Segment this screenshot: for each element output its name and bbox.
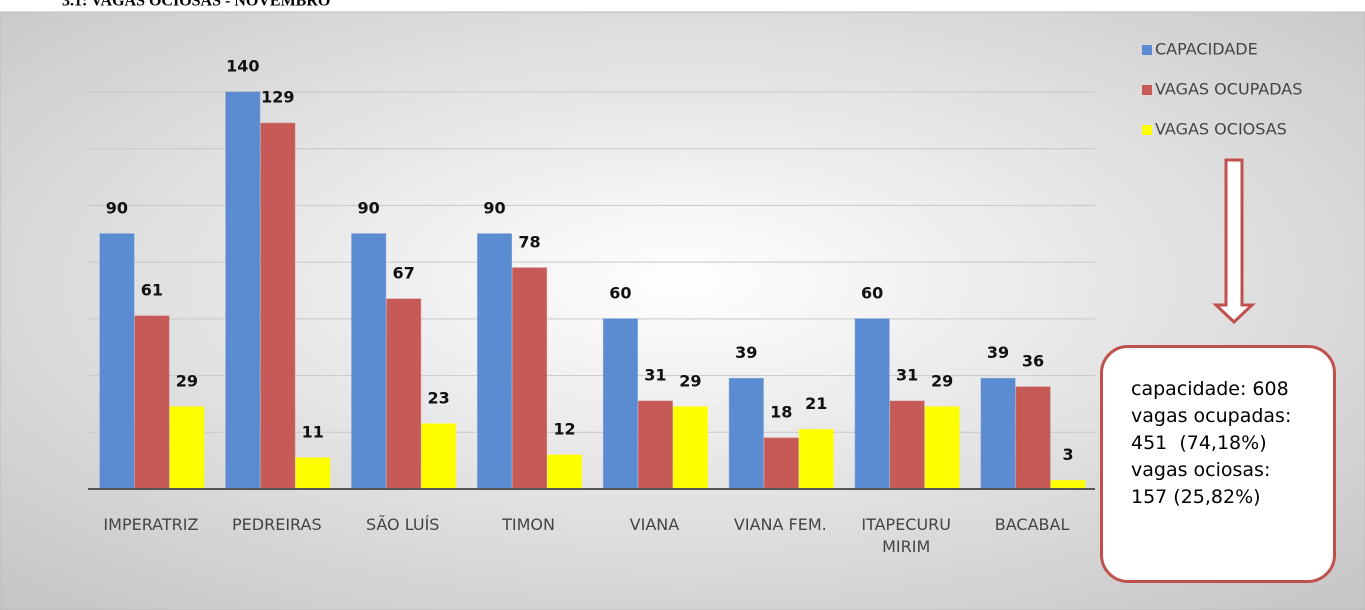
legend-swatch bbox=[1142, 125, 1152, 135]
bar bbox=[763, 437, 799, 490]
data-label: 29 bbox=[679, 371, 701, 390]
legend-swatch bbox=[1142, 45, 1152, 55]
bar bbox=[260, 122, 296, 490]
data-label: 3 bbox=[1062, 445, 1073, 464]
bar bbox=[386, 298, 422, 490]
data-label: 23 bbox=[428, 388, 450, 407]
bar bbox=[1050, 479, 1086, 490]
data-label: 18 bbox=[770, 402, 792, 421]
x-tick-label: VIANA bbox=[629, 515, 680, 534]
legend-label: VAGAS OCIOSAS bbox=[1155, 120, 1287, 139]
bar bbox=[637, 400, 673, 490]
bar bbox=[1015, 386, 1051, 490]
annotation-line: 451 (74,18%) bbox=[1131, 432, 1267, 454]
bar bbox=[225, 91, 261, 490]
bar bbox=[728, 377, 764, 490]
bar bbox=[980, 377, 1016, 490]
data-label: 90 bbox=[483, 198, 505, 217]
bar bbox=[854, 318, 890, 490]
bar bbox=[889, 400, 925, 490]
annotation-line: vagas ociosas: bbox=[1131, 459, 1271, 481]
annotation-line: capacidade: 608 bbox=[1131, 378, 1289, 400]
bar bbox=[672, 406, 708, 490]
data-label: 90 bbox=[358, 198, 380, 217]
bar bbox=[351, 233, 387, 490]
bar bbox=[924, 406, 960, 490]
data-label: 12 bbox=[553, 419, 575, 438]
data-label: 60 bbox=[861, 283, 883, 302]
bar bbox=[421, 423, 457, 490]
data-label: 129 bbox=[261, 88, 294, 107]
x-tick-label: SÃO LUÍS bbox=[365, 515, 440, 534]
x-tick-label: VIANA FEM. bbox=[733, 515, 827, 534]
legend-label: VAGAS OCUPADAS bbox=[1155, 80, 1302, 99]
data-label: 61 bbox=[141, 281, 163, 300]
data-label: 67 bbox=[393, 264, 415, 283]
x-tick-label: TIMON bbox=[502, 515, 555, 534]
bar bbox=[477, 233, 513, 490]
data-label: 90 bbox=[106, 198, 128, 217]
arrow bbox=[1212, 158, 1256, 325]
data-label: 29 bbox=[176, 371, 198, 390]
bar bbox=[547, 454, 583, 490]
data-label: 11 bbox=[302, 422, 324, 441]
data-label: 78 bbox=[518, 232, 540, 251]
data-label: 39 bbox=[735, 343, 757, 362]
annotation-box: capacidade: 608 vagas ocupadas: 451 (74,18… bbox=[1100, 345, 1336, 583]
bar bbox=[99, 233, 135, 490]
bar bbox=[602, 318, 638, 490]
legend-label: CAPACIDADE bbox=[1155, 40, 1258, 59]
bar bbox=[134, 315, 170, 490]
data-label: 31 bbox=[644, 366, 666, 385]
x-tick-label: ITAPECURU MIRIM bbox=[861, 515, 952, 556]
data-label: 60 bbox=[609, 283, 631, 302]
annotation-line: vagas ocupadas: bbox=[1131, 405, 1292, 427]
bar bbox=[798, 428, 834, 490]
bar bbox=[295, 457, 331, 490]
data-label: 21 bbox=[805, 394, 827, 413]
x-tick-label: PEDREIRAS bbox=[232, 515, 322, 534]
annotation-line: 157 (25,82%) bbox=[1131, 486, 1261, 508]
data-label: 140 bbox=[226, 57, 259, 76]
x-tick-label: BACABAL bbox=[994, 515, 1070, 534]
data-label: 29 bbox=[931, 371, 953, 390]
bar bbox=[512, 267, 548, 490]
data-label: 39 bbox=[987, 343, 1009, 362]
data-label: 31 bbox=[896, 366, 918, 385]
chart-title: 3.1: VAGAS OCIOSAS - NOVEMBRO bbox=[62, 0, 330, 10]
bar bbox=[169, 406, 205, 490]
x-tick-label: IMPERATRIZ bbox=[103, 515, 199, 534]
data-label: 36 bbox=[1022, 351, 1044, 370]
legend-swatch bbox=[1142, 85, 1152, 95]
